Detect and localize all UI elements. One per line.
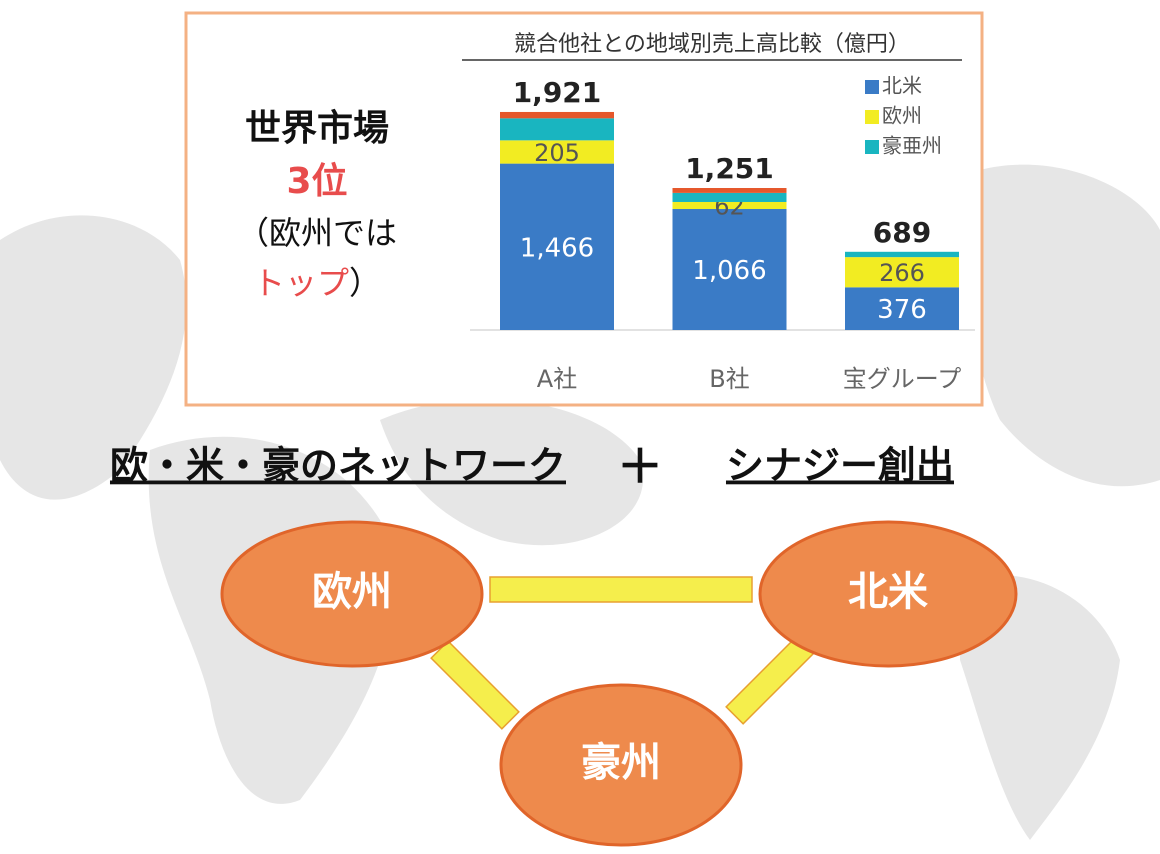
total-label: 689 — [873, 216, 931, 249]
headline-line: 世界市場 — [245, 108, 389, 149]
banner-left: 欧・米・豪のネットワーク — [110, 444, 566, 488]
connector — [489, 576, 753, 603]
bar-segment — [500, 111, 614, 119]
bar-segment — [672, 209, 787, 330]
data-label: 376 — [877, 295, 927, 325]
headline-line: トップ） — [253, 264, 381, 302]
node — [220, 520, 484, 668]
legend-swatch — [865, 110, 879, 124]
x-tick-label: B社 — [709, 365, 749, 393]
node-label: 欧州 — [312, 569, 392, 615]
bar-segment — [672, 192, 787, 202]
headline-line: （欧州では — [237, 214, 397, 252]
bar-segment — [672, 188, 787, 193]
map-land — [380, 399, 644, 546]
data-label: 1,466 — [520, 233, 594, 263]
node — [499, 683, 743, 847]
map-land — [969, 164, 1160, 487]
data-label: 205 — [534, 139, 580, 167]
bar-segment — [500, 163, 614, 330]
headline-end: ） — [349, 264, 381, 302]
total-label: 1,251 — [685, 152, 774, 185]
legend-swatch — [865, 80, 879, 94]
banner-right: シナジー創出 — [726, 444, 954, 488]
headline-red: トップ — [253, 264, 349, 302]
connector — [430, 640, 520, 730]
legend-swatch — [865, 140, 879, 154]
x-tick-label: A社 — [537, 365, 577, 393]
data-label: 1,066 — [692, 256, 766, 286]
legend-label: 北米 — [882, 74, 922, 98]
x-tick-label: 宝グループ — [843, 365, 962, 393]
headline-rank: 3位 — [286, 161, 347, 202]
bar-segment — [500, 118, 614, 141]
legend-label: 豪亜州 — [882, 134, 942, 158]
legend-label: 欧州 — [882, 104, 922, 128]
chart-title: 競合他社との地域別売上高比較（億円） — [514, 32, 910, 57]
node — [758, 520, 1018, 668]
bar-segment — [845, 287, 959, 330]
bar-segment — [845, 251, 959, 258]
map-land — [960, 574, 1120, 840]
banner-plus: ＋ — [617, 440, 663, 494]
map-land — [0, 215, 187, 500]
bar-segment — [500, 140, 614, 164]
data-label: 266 — [879, 259, 925, 287]
total-label: 1,921 — [513, 76, 602, 109]
node-label: 北米 — [848, 569, 928, 615]
bar-segment — [672, 201, 787, 210]
node-label: 豪州 — [581, 740, 661, 786]
bar-segment — [845, 257, 959, 288]
